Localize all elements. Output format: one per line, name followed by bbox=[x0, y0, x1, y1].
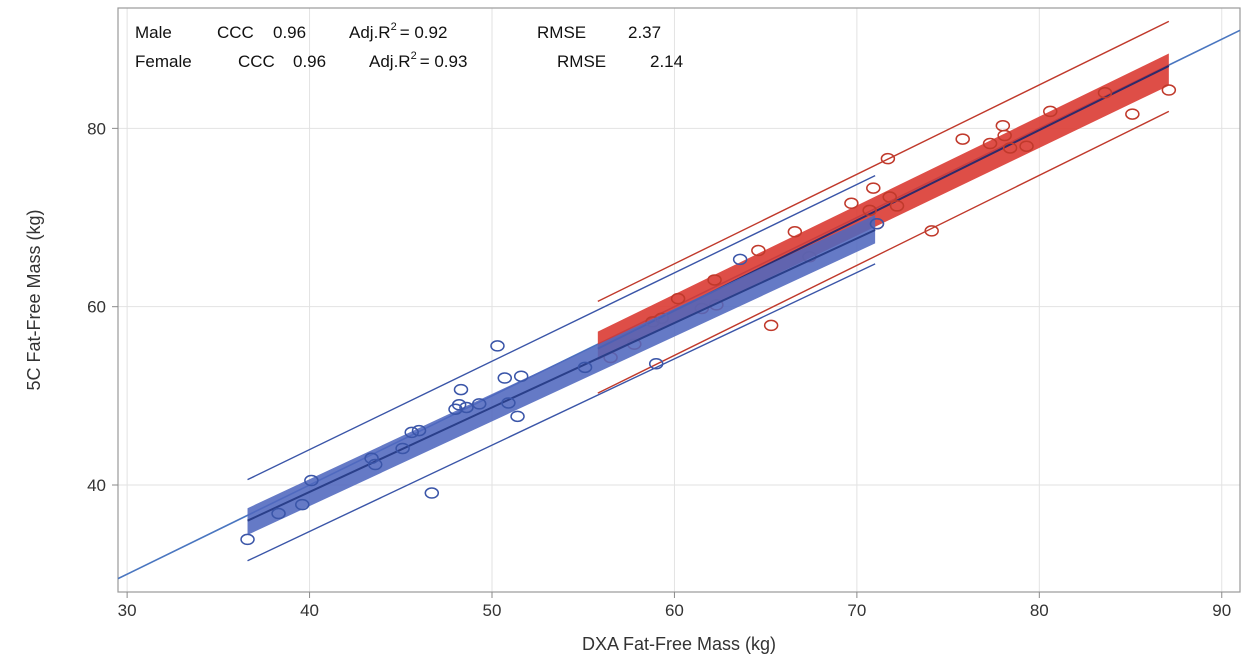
female-data-point bbox=[648, 357, 664, 370]
female-data-point bbox=[869, 218, 885, 230]
axis-ticks: 30 40 50 60 70 80 90 40 60 80 bbox=[87, 119, 1231, 620]
female-data-point bbox=[295, 498, 310, 511]
female-data-point bbox=[424, 487, 440, 499]
female-rmse-value: 2.14 bbox=[650, 52, 683, 71]
male-rmse-label: RMSE bbox=[537, 23, 586, 42]
y-axis-title: 5C Fat-Free Mass (kg) bbox=[24, 209, 44, 390]
male-data-point bbox=[924, 225, 939, 237]
y-tick-label: 60 bbox=[87, 298, 106, 317]
male-rmse-value: 2.37 bbox=[628, 23, 661, 42]
female-data-point bbox=[395, 442, 410, 455]
stats-row-male: Male CCC 0.96 Adj.R2 = 0.92 RMSE 2.37 bbox=[135, 21, 661, 42]
male-data-point bbox=[844, 197, 859, 210]
male-data-point bbox=[1125, 108, 1140, 120]
male-data-point bbox=[889, 200, 905, 212]
female-data-point bbox=[459, 401, 474, 414]
x-tick-label: 40 bbox=[300, 601, 319, 620]
x-tick-label: 80 bbox=[1030, 601, 1049, 620]
x-tick-label: 60 bbox=[665, 601, 684, 620]
male-adjr2-value: = 0.92 bbox=[400, 23, 448, 42]
male-data-point bbox=[751, 244, 766, 257]
female-data-point bbox=[732, 253, 748, 266]
male-r2-superscript: 2 bbox=[391, 21, 397, 33]
female-data-point bbox=[451, 399, 467, 411]
female-data-point bbox=[304, 474, 319, 487]
male-data-point bbox=[1161, 84, 1177, 96]
plot-marks bbox=[117, 20, 1241, 580]
female-fit-line bbox=[247, 229, 876, 522]
female-data-point bbox=[497, 372, 513, 384]
male-ccc-label: CCC bbox=[217, 23, 254, 42]
male-data-point bbox=[1043, 105, 1058, 118]
male-data-point bbox=[787, 226, 803, 238]
male-data-point bbox=[670, 292, 686, 305]
y-tick-label: 80 bbox=[87, 119, 106, 138]
male-ccc-value: 0.96 bbox=[273, 23, 306, 42]
female-ccc-value: 0.96 bbox=[293, 52, 326, 71]
female-data-point bbox=[453, 383, 469, 396]
x-tick-label: 90 bbox=[1212, 601, 1231, 620]
male-data-point bbox=[862, 204, 877, 217]
y-tick-label: 40 bbox=[87, 476, 106, 495]
stats-row-female: Female CCC 0.96 Adj.R2 = 0.93 RMSE 2.14 bbox=[135, 50, 683, 71]
male-data-point bbox=[707, 274, 722, 286]
male-data-point bbox=[866, 182, 881, 194]
x-axis-title: DXA Fat-Free Mass (kg) bbox=[582, 634, 776, 654]
female-data-point bbox=[240, 533, 255, 546]
female-adjr2-value: = 0.93 bbox=[420, 52, 468, 71]
female-adjr2-label: Adj.R bbox=[369, 52, 411, 71]
female-ccc-label: CCC bbox=[238, 52, 275, 71]
female-lower-prediction-line bbox=[247, 263, 876, 562]
female-data-point bbox=[577, 361, 593, 374]
male-data-point bbox=[763, 319, 779, 332]
female-upper-prediction-line bbox=[247, 174, 876, 481]
x-tick-label: 70 bbox=[847, 601, 866, 620]
x-tick-label: 30 bbox=[118, 601, 137, 620]
male-data-point bbox=[982, 137, 998, 150]
male-data-point bbox=[955, 133, 970, 145]
female-data-point bbox=[271, 507, 286, 520]
male-lower-prediction-line bbox=[597, 110, 1170, 394]
male-data-point bbox=[880, 152, 896, 165]
female-r2-superscript: 2 bbox=[411, 50, 417, 62]
male-adjr2-label: Adj.R bbox=[349, 23, 391, 42]
female-data-point bbox=[404, 426, 419, 439]
x-tick-label: 50 bbox=[483, 601, 502, 620]
female-data-point bbox=[367, 458, 383, 471]
female-data-point bbox=[513, 370, 529, 382]
female-data-point bbox=[501, 397, 516, 409]
female-rmse-label: RMSE bbox=[557, 52, 606, 71]
female-data-point bbox=[490, 340, 505, 352]
female-data-point bbox=[510, 410, 525, 423]
male-group-label: Male bbox=[135, 23, 172, 42]
female-data-point bbox=[471, 398, 487, 410]
male-data-point bbox=[1019, 140, 1034, 152]
male-data-point bbox=[1002, 142, 1018, 154]
male-data-point bbox=[882, 191, 897, 203]
female-group-label: Female bbox=[135, 52, 192, 71]
male-data-point bbox=[997, 129, 1012, 142]
male-data-point bbox=[1097, 86, 1113, 99]
female-data-point bbox=[364, 452, 379, 465]
plot-frame bbox=[117, 7, 1241, 593]
female-data-point bbox=[411, 424, 427, 437]
